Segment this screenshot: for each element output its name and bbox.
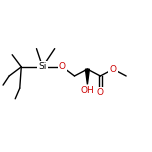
Text: OH: OH — [81, 86, 94, 95]
Polygon shape — [85, 69, 89, 84]
Text: Si: Si — [38, 62, 47, 71]
Text: O: O — [110, 65, 117, 74]
Text: O: O — [97, 88, 104, 97]
Text: O: O — [59, 62, 66, 71]
